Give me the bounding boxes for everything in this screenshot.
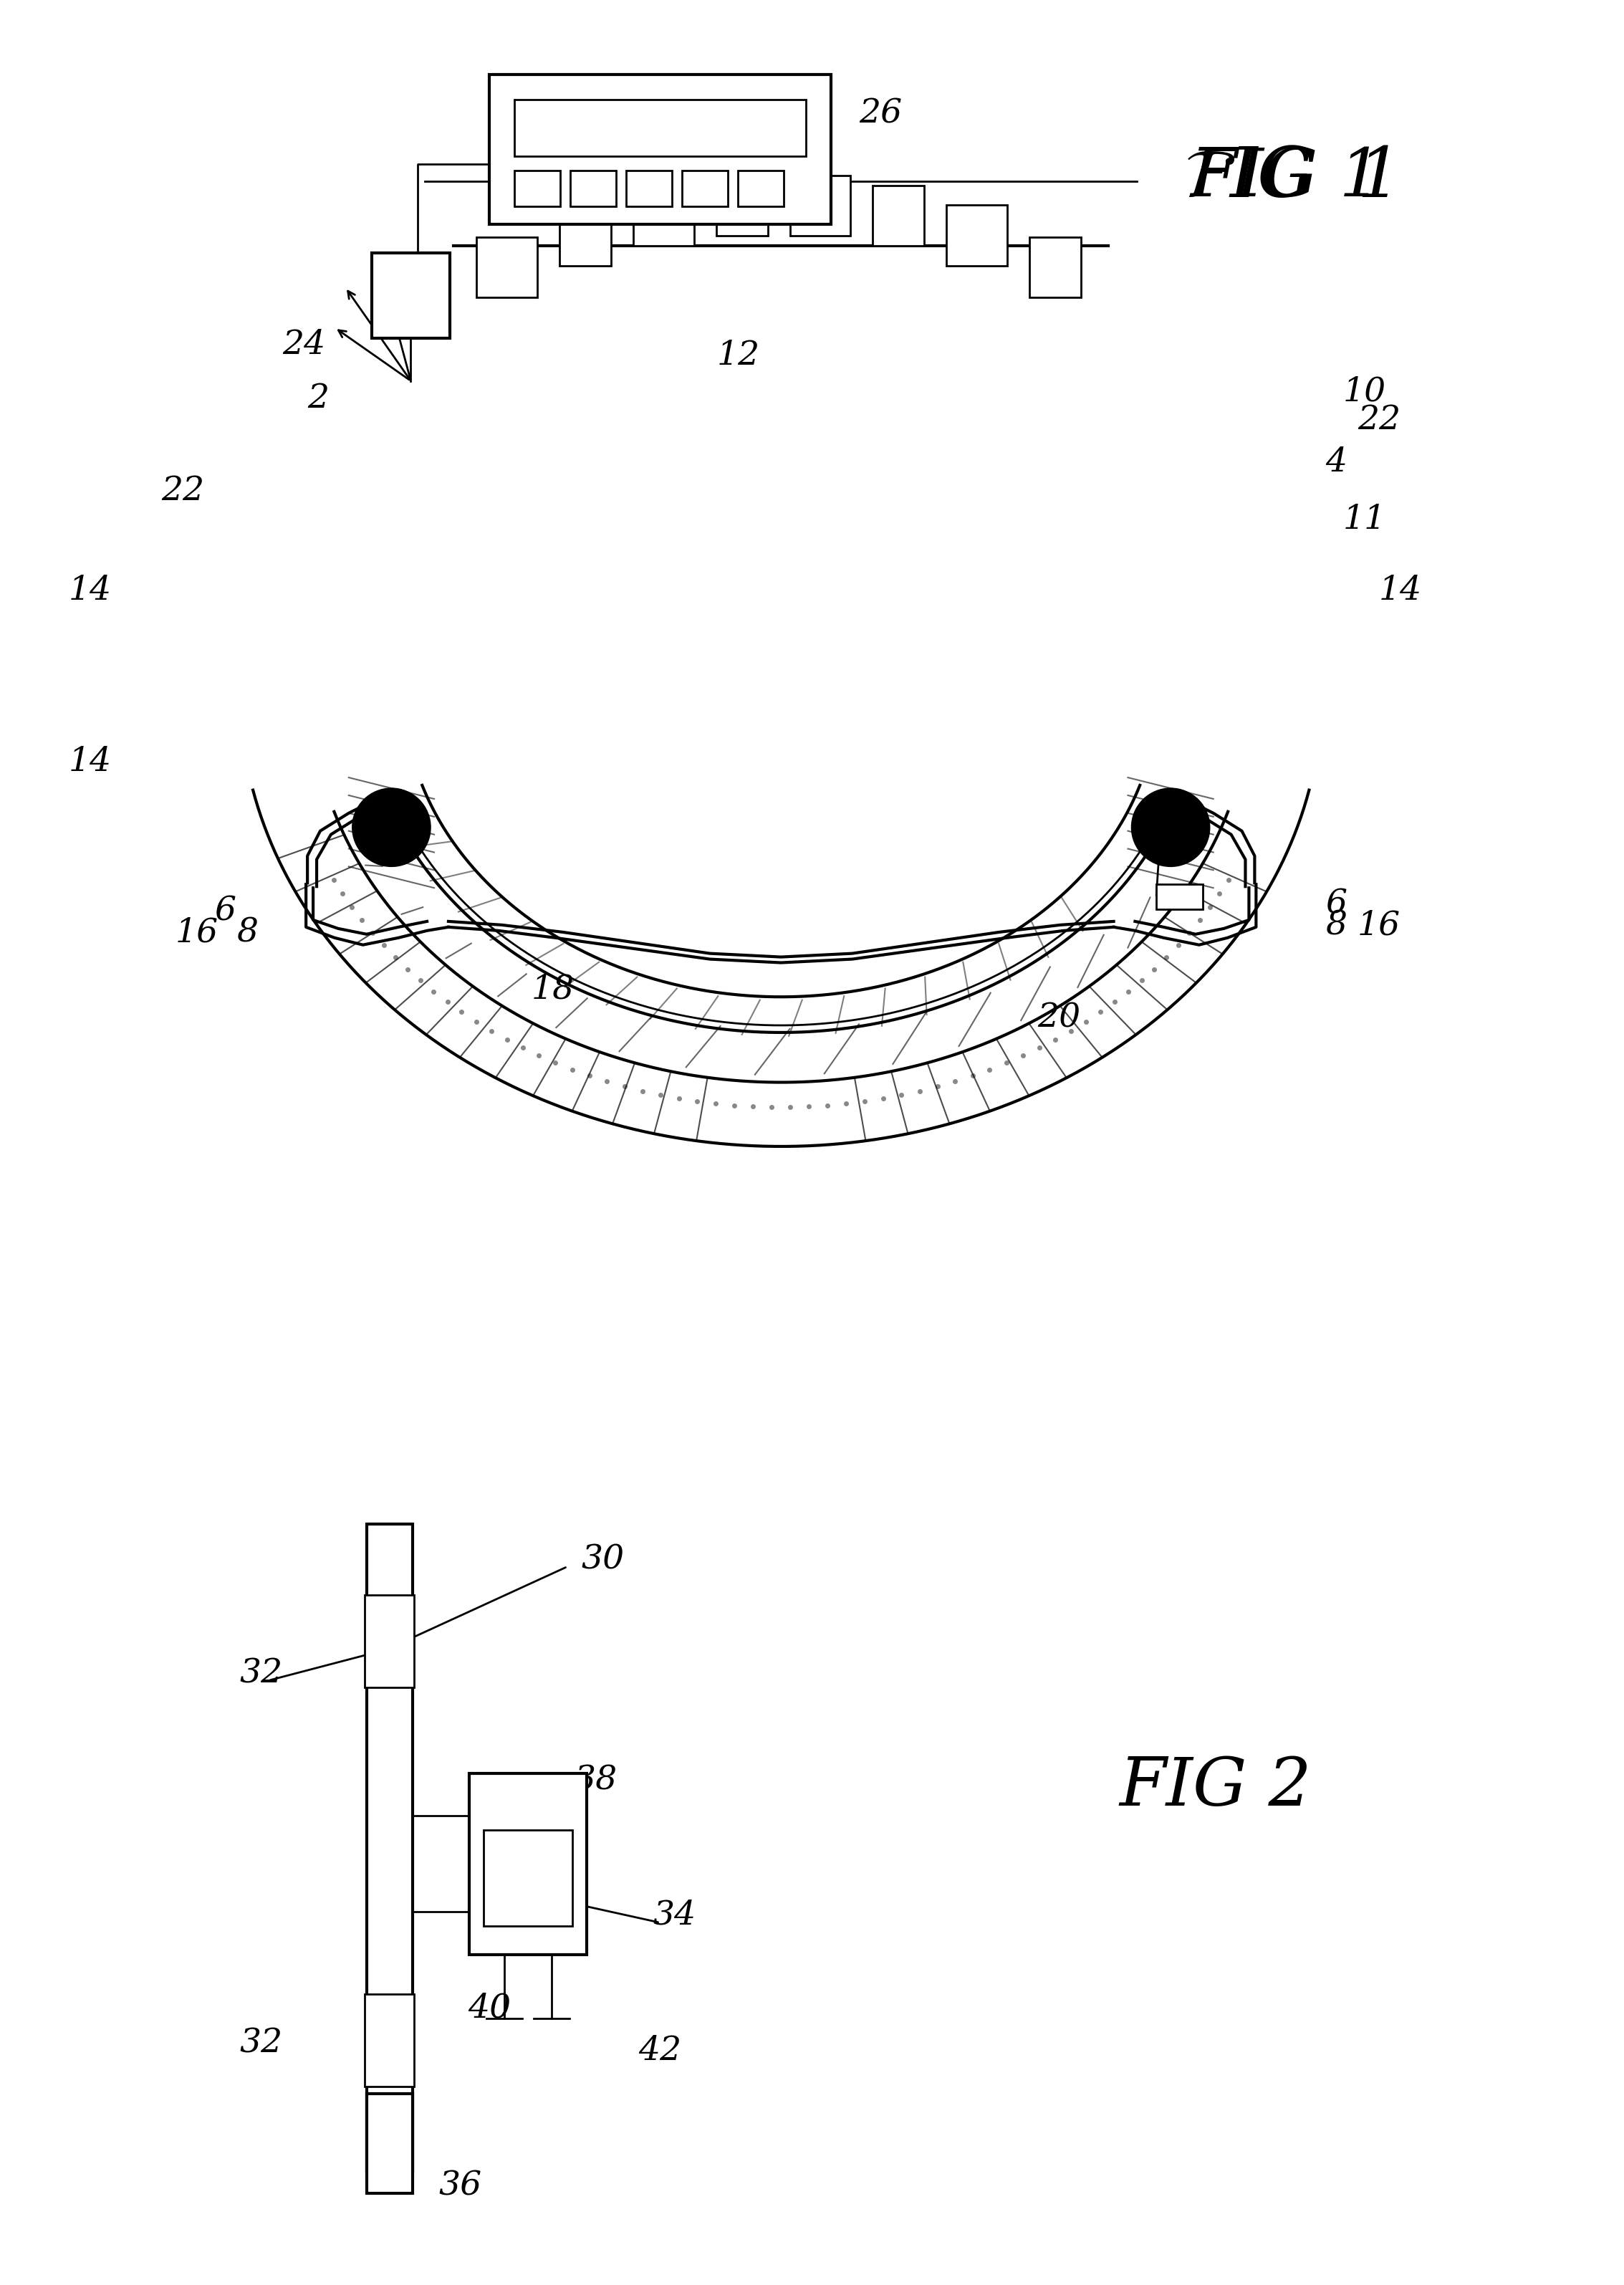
Circle shape bbox=[1132, 788, 1210, 866]
Bar bbox=[367, 2093, 412, 2194]
Bar bbox=[739, 171, 784, 206]
Bar bbox=[469, 1773, 586, 1954]
Text: 26: 26 bbox=[859, 98, 903, 130]
Text: 2: 2 bbox=[307, 382, 330, 416]
Text: 14: 14 bbox=[1379, 576, 1423, 608]
Bar bbox=[716, 176, 768, 235]
Bar bbox=[627, 171, 672, 206]
Text: 10: 10 bbox=[1343, 375, 1387, 407]
Text: 16: 16 bbox=[175, 916, 219, 948]
Bar bbox=[947, 206, 1007, 265]
Text: $\mathcal{F}$IG  1: $\mathcal{F}$IG 1 bbox=[1184, 144, 1389, 213]
Text: 8: 8 bbox=[235, 916, 258, 948]
Text: 16: 16 bbox=[1358, 909, 1400, 941]
Bar bbox=[1156, 884, 1203, 909]
Text: 30: 30 bbox=[581, 1542, 625, 1577]
Text: 24: 24 bbox=[283, 329, 325, 361]
Text: 14: 14 bbox=[68, 576, 112, 608]
Bar bbox=[633, 185, 693, 247]
Bar bbox=[515, 101, 806, 158]
Text: 11: 11 bbox=[1343, 503, 1387, 537]
Text: 20: 20 bbox=[1038, 1003, 1080, 1035]
Text: 34: 34 bbox=[653, 1899, 695, 1931]
Text: 18: 18 bbox=[531, 973, 575, 1005]
Bar bbox=[515, 171, 560, 206]
Text: 36: 36 bbox=[438, 2171, 482, 2203]
Text: 32: 32 bbox=[240, 2027, 283, 2059]
Text: 6: 6 bbox=[1325, 889, 1348, 921]
Text: 42: 42 bbox=[638, 2034, 682, 2068]
Bar bbox=[484, 1830, 572, 1926]
Text: 22: 22 bbox=[1358, 404, 1400, 436]
Bar bbox=[367, 1524, 412, 2171]
Text: FIG 2: FIG 2 bbox=[1119, 1755, 1312, 1819]
Bar bbox=[1030, 238, 1082, 297]
Bar bbox=[364, 1595, 414, 1689]
Bar bbox=[560, 206, 611, 265]
Circle shape bbox=[352, 788, 430, 866]
Text: 32: 32 bbox=[240, 1657, 283, 1689]
Bar bbox=[789, 176, 851, 235]
Text: 8: 8 bbox=[1325, 909, 1348, 941]
Bar bbox=[872, 185, 924, 247]
Bar bbox=[570, 171, 615, 206]
Text: 38: 38 bbox=[575, 1764, 617, 1796]
Text: 4: 4 bbox=[1325, 446, 1348, 480]
Text: 12: 12 bbox=[716, 340, 760, 372]
Text: 40: 40 bbox=[468, 1993, 510, 2025]
Text: 6: 6 bbox=[214, 896, 237, 928]
Bar bbox=[477, 238, 538, 297]
Bar bbox=[372, 254, 450, 338]
Bar bbox=[364, 1995, 414, 2086]
Bar bbox=[489, 75, 831, 224]
Text: 14: 14 bbox=[68, 745, 112, 779]
Bar bbox=[682, 171, 728, 206]
Text: 22: 22 bbox=[161, 475, 205, 507]
Text: FIG 1: FIG 1 bbox=[1190, 146, 1382, 210]
